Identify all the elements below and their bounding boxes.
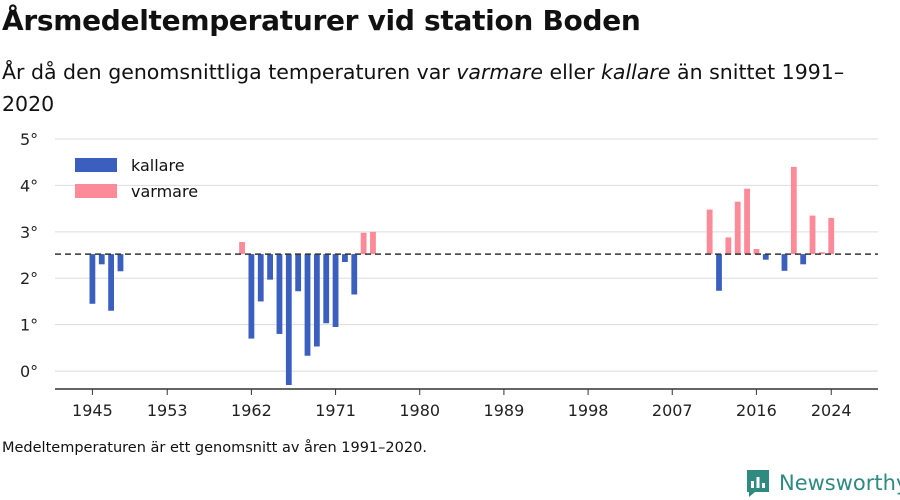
legend-swatch-varmare [75, 184, 117, 198]
bar-kallare [800, 254, 807, 265]
y-tick-label: 2° [20, 269, 38, 288]
legend-label-varmare: varmare [131, 181, 199, 201]
bar-varmare [734, 201, 741, 255]
x-tick-label: 2016 [736, 401, 777, 420]
x-tick-label: 1971 [315, 401, 356, 420]
bar-kallare [762, 254, 769, 260]
subtitle-cold-word: kallare [601, 60, 671, 84]
chart-subtitle: År då den genomsnittliga temperaturen va… [2, 56, 862, 120]
bar-chart-logo-icon [747, 470, 769, 497]
bar-kallare [89, 254, 96, 304]
bar-varmare [809, 215, 816, 255]
x-tick-label: 1980 [399, 401, 440, 420]
bar-kallare [304, 254, 311, 356]
bar-kallare [257, 254, 264, 302]
bar-kallare [351, 254, 358, 295]
legend-swatch-kallare [75, 158, 117, 172]
y-tick-label: 5° [20, 130, 38, 149]
x-tick-label: 1945 [72, 401, 113, 420]
bar-kallare [781, 254, 788, 271]
x-tick-label: 1989 [484, 401, 525, 420]
x-tick-label: 2007 [652, 401, 693, 420]
brand-logo[interactable]: Newsworthy [745, 468, 900, 498]
subtitle-text-3: än snittet 1991–2020 [2, 60, 845, 116]
y-tick-label: 1° [20, 316, 38, 335]
bar-kallare [716, 254, 722, 291]
bar-kallare [332, 254, 339, 327]
bar-kallare [108, 254, 115, 311]
y-tick-label: 4° [20, 176, 38, 195]
legend-item-kallare: kallare [75, 152, 198, 178]
bar-varmare [753, 249, 760, 255]
bar-varmare [828, 217, 835, 255]
x-tick-label: 1962 [231, 401, 272, 420]
x-tick-label: 1998 [568, 401, 609, 420]
bar-varmare [725, 237, 732, 255]
bar-kallare [267, 254, 274, 280]
bar-kallare [276, 254, 283, 334]
y-tick-label: 0° [20, 362, 38, 381]
bar-kallare [295, 254, 302, 292]
brand-name: Newsworthy [779, 471, 900, 495]
bar-kallare [342, 254, 348, 262]
bar-varmare [370, 231, 376, 255]
x-tick-label: 1953 [147, 401, 188, 420]
bar-kallare [323, 254, 330, 324]
bar-varmare [706, 209, 713, 255]
legend: kallare varmare [75, 152, 198, 204]
legend-item-varmare: varmare [75, 178, 198, 204]
subtitle-text-1: År då den genomsnittliga temperaturen va… [2, 60, 457, 84]
x-tick-label: 2024 [811, 401, 852, 420]
subtitle-text-2: eller [542, 60, 602, 84]
bar-kallare [313, 254, 320, 347]
bar-chart: 0° 1° 2° 3° 4° 5° 1945 1953 1962 1971 1980 1989 1998… [20, 130, 878, 420]
bar-kallare [117, 254, 124, 272]
footnote: Medeltemperaturen är ett genomsnitt av å… [2, 440, 427, 456]
bar-varmare [818, 252, 825, 255]
bar-varmare [744, 188, 750, 255]
legend-label-kallare: kallare [131, 155, 185, 175]
bar-varmare [360, 232, 367, 255]
chart-title: Årsmedeltemperaturer vid station Boden [2, 4, 641, 37]
bar-kallare [98, 254, 105, 265]
y-tick-label: 3° [20, 223, 38, 242]
subtitle-warm-word: varmare [456, 60, 543, 84]
bar-varmare [239, 242, 245, 255]
bar-varmare [790, 166, 797, 255]
bar-kallare [248, 254, 255, 339]
bar-kallare [285, 254, 292, 385]
